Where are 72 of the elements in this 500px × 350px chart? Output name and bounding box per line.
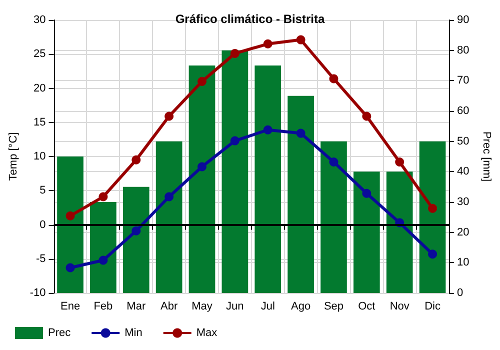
bar — [254, 66, 282, 293]
x-tick-label: Mar — [126, 300, 146, 312]
bar — [320, 141, 347, 293]
x-tick-label: Dic — [424, 300, 441, 312]
x-tick-label: Ene — [60, 300, 80, 312]
point — [132, 226, 141, 236]
y-tick-label: 15 — [34, 116, 46, 128]
x-tick-label: Ago — [291, 300, 311, 312]
point — [98, 256, 108, 265]
bar — [288, 96, 314, 293]
y2-tick-label: 90 — [457, 14, 470, 26]
legend-label: Min — [124, 327, 142, 339]
point — [230, 136, 240, 146]
x-tick-label: Abr — [160, 300, 178, 312]
y-tick-label: 5 — [40, 184, 46, 197]
y2-tick-label: 10 — [457, 256, 470, 269]
point — [164, 192, 174, 202]
x-tick-label: Nov — [390, 300, 410, 312]
legend-label: Max — [196, 327, 218, 339]
point — [98, 192, 108, 202]
x-tick-label: Feb — [94, 300, 113, 312]
y-axis-title: Temp [°C] — [8, 132, 20, 181]
point — [362, 188, 372, 198]
y2-tick-label: 60 — [457, 105, 470, 117]
point — [66, 211, 75, 220]
y2-tick-label: 0 — [457, 287, 464, 299]
point — [329, 157, 338, 166]
x-tick-label: May — [192, 300, 213, 312]
bar — [222, 50, 248, 293]
y2-tick-label: 80 — [457, 44, 470, 56]
bar — [419, 141, 446, 293]
x-tick-label: Jul — [260, 300, 275, 312]
y2-tick-label: 50 — [457, 135, 470, 148]
y2-tick-label: 70 — [457, 74, 470, 87]
chart-title: Gráfico climático - Bistrita — [175, 12, 326, 26]
y-tick-label: 0 — [40, 218, 46, 231]
point — [132, 155, 141, 164]
point — [198, 162, 206, 172]
point — [428, 204, 438, 213]
bar — [156, 141, 182, 293]
point — [296, 35, 306, 44]
point — [164, 112, 174, 121]
point — [362, 112, 372, 121]
point — [263, 39, 272, 48]
x-tick-label: Jun — [226, 300, 244, 312]
bar — [188, 66, 216, 293]
y-tick-label: -5 — [36, 252, 46, 265]
y-tick-label: 25 — [34, 48, 46, 60]
point — [263, 125, 272, 134]
y-tick-label: 20 — [34, 82, 46, 94]
point — [428, 250, 438, 259]
y2-tick-label: 20 — [457, 226, 470, 238]
point — [66, 263, 75, 272]
point — [230, 48, 240, 58]
bar — [122, 186, 150, 293]
y-tick-label: 10 — [34, 150, 46, 162]
y2-tick-label: 30 — [457, 196, 470, 208]
bar — [386, 172, 413, 293]
bar — [57, 156, 84, 293]
x-tick-label: Oct — [358, 300, 376, 312]
y2-tick-label: 40 — [457, 166, 470, 178]
bar — [90, 202, 116, 293]
point — [395, 157, 404, 166]
bar — [353, 172, 380, 293]
y2-axis-title: Prec [mm] — [480, 131, 492, 182]
x-tick-label: Sep — [324, 300, 344, 312]
legend-label: Prec — [48, 327, 72, 339]
y-tick-label: -10 — [30, 287, 46, 299]
point — [329, 74, 338, 84]
point — [198, 76, 206, 86]
y-tick-label: 30 — [34, 14, 46, 26]
point — [296, 128, 306, 138]
